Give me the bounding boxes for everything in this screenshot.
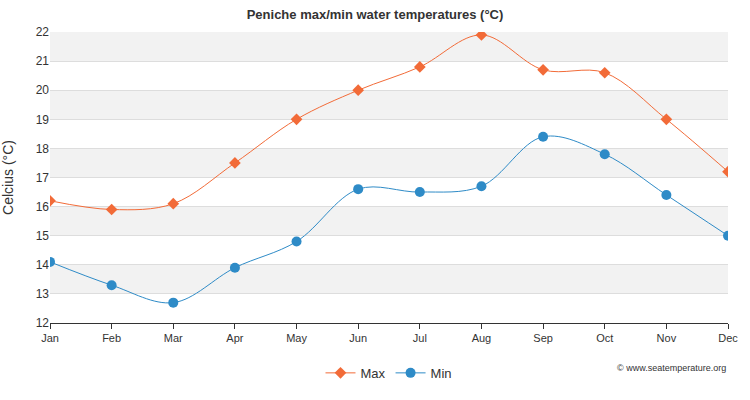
- svg-text:20: 20: [36, 83, 50, 97]
- svg-text:13: 13: [36, 287, 50, 301]
- svg-text:Dec: Dec: [718, 332, 738, 344]
- svg-text:19: 19: [36, 113, 50, 127]
- svg-text:Jun: Jun: [349, 332, 367, 344]
- svg-text:16: 16: [36, 200, 50, 214]
- svg-text:18: 18: [36, 142, 50, 156]
- svg-text:Oct: Oct: [596, 332, 613, 344]
- svg-text:Feb: Feb: [102, 332, 121, 344]
- svg-text:Max: Max: [361, 366, 386, 381]
- svg-text:Min: Min: [431, 366, 452, 381]
- svg-text:Aug: Aug: [472, 332, 492, 344]
- svg-text:15: 15: [36, 229, 50, 243]
- svg-text:14: 14: [36, 258, 50, 272]
- svg-text:22: 22: [36, 25, 50, 39]
- svg-text:Peniche max/min water temperat: Peniche max/min water temperatures (°C): [247, 7, 504, 22]
- svg-text:Nov: Nov: [657, 332, 677, 344]
- svg-text:Celcius (°C): Celcius (°C): [0, 140, 16, 215]
- svg-text:Jan: Jan: [41, 332, 59, 344]
- svg-text:Mar: Mar: [164, 332, 183, 344]
- svg-text:Sep: Sep: [533, 332, 553, 344]
- svg-text:21: 21: [36, 54, 50, 68]
- svg-text:Apr: Apr: [226, 332, 243, 344]
- svg-text:17: 17: [36, 171, 50, 185]
- svg-text:© www.seatemperature.org: © www.seatemperature.org: [617, 363, 726, 373]
- svg-text:May: May: [286, 332, 307, 344]
- svg-text:Jul: Jul: [413, 332, 427, 344]
- svg-text:12: 12: [36, 316, 50, 330]
